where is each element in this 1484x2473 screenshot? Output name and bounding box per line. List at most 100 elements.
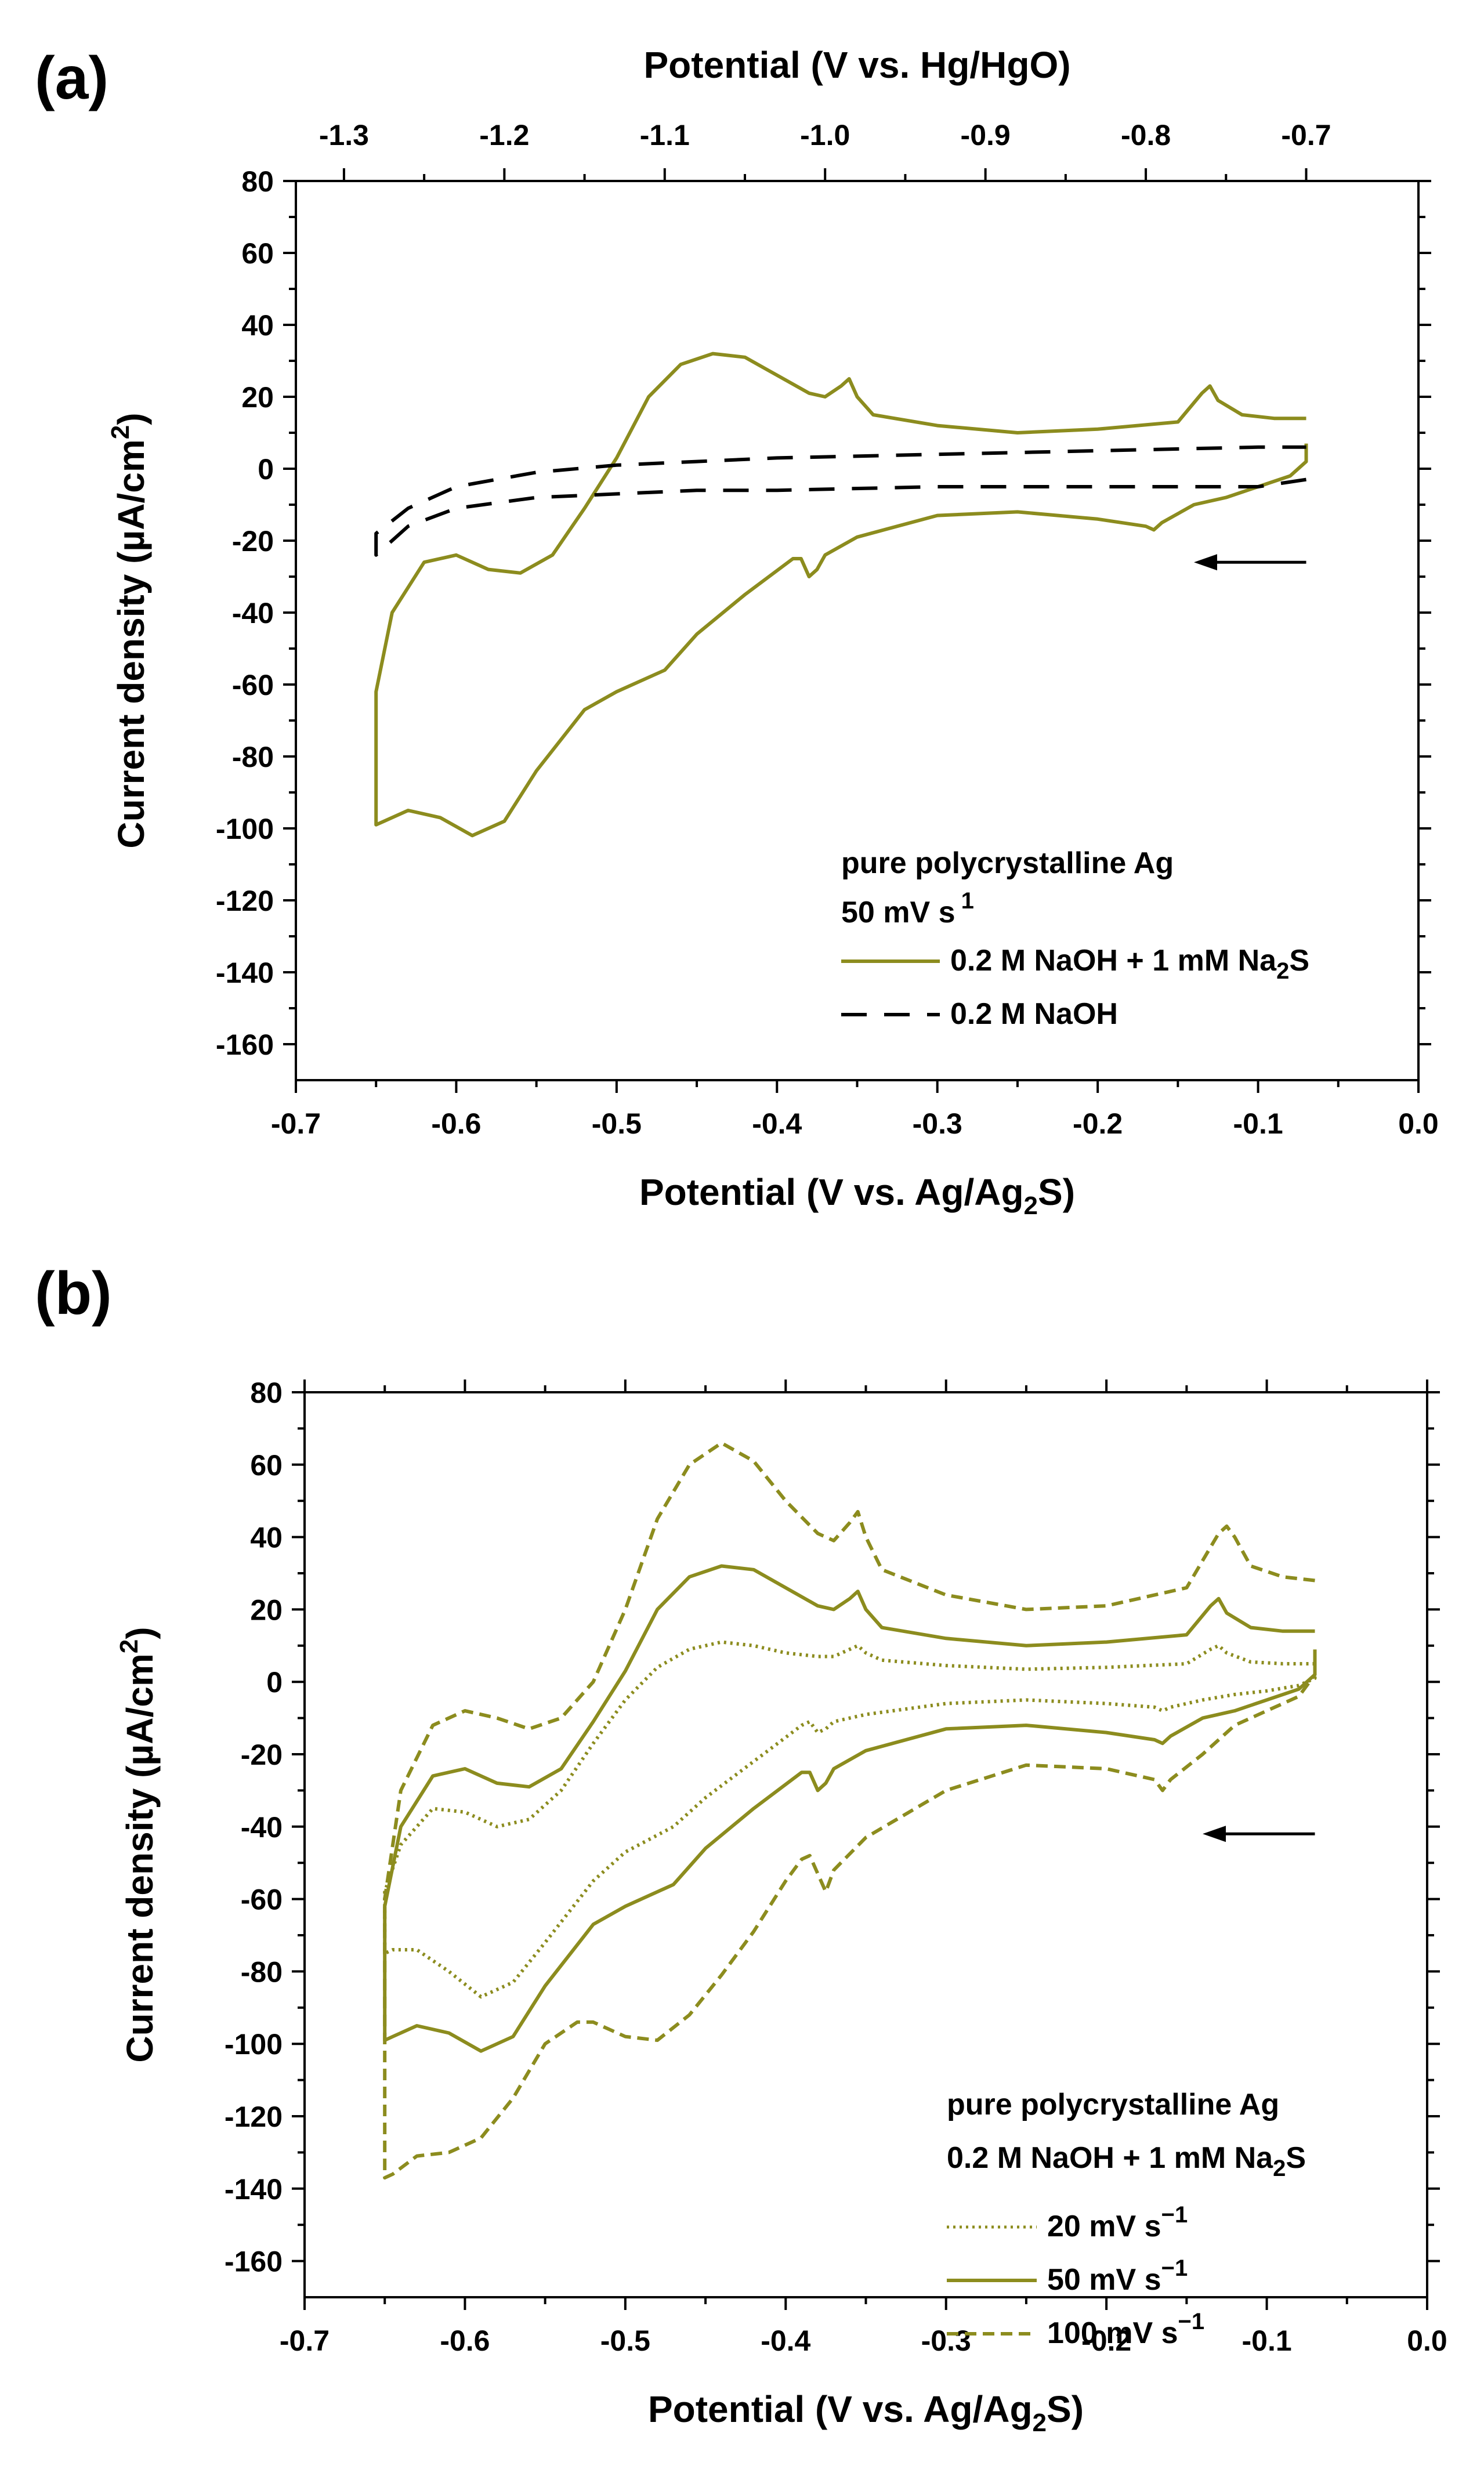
x-axis-title-sub: 2 — [1024, 1192, 1038, 1220]
y-tick-label: -60 — [232, 669, 274, 701]
legend-entry-label: 50 mV s−1 — [1047, 2255, 1188, 2297]
x-axis-title-end: S) — [1038, 1171, 1075, 1213]
legend-entry-sup: −1 — [1161, 2255, 1188, 2281]
y-axis-title-mu: µ — [119, 1744, 161, 1766]
x-axis-title-main: Potential (V vs. Ag/Ag — [639, 1171, 1024, 1213]
top-axis-title: Potential (V vs. Hg/HgO) — [643, 44, 1070, 86]
y-tick-label: -80 — [241, 1956, 283, 1988]
y-axis-title: Current density (µA/cm2) — [115, 1627, 161, 2062]
series-line-2 — [383, 1441, 1317, 2180]
legend-title-after: S — [1286, 2141, 1306, 2175]
panel-label: (a) — [35, 45, 108, 112]
y-axis-title-sup: 2 — [106, 425, 135, 439]
y-tick-label: -120 — [225, 2101, 283, 2133]
y-tick-label: 40 — [250, 1522, 283, 1554]
x-tick-label: -0.3 — [921, 2324, 971, 2357]
y-tick-label: -100 — [216, 813, 274, 845]
y-tick-label: -40 — [241, 1811, 283, 1844]
x-axis-title: Potential (V vs. Ag/Ag2S) — [639, 1171, 1075, 1220]
y-tick-label: -160 — [225, 2246, 283, 2278]
legend-title-line: 0.2 M NaOH + 1 mM Na2S — [947, 2141, 1306, 2181]
scan-direction-arrow-head — [1203, 1826, 1226, 1842]
legend-title-sup: 1 — [961, 888, 974, 914]
legend-title-text: pure polycrystalline Ag — [841, 846, 1174, 880]
legend-entry-sub: 2 — [1276, 958, 1289, 984]
x-tick-label: -0.1 — [1233, 1107, 1283, 1140]
legend-entry-label: 0.2 M NaOH + 1 mM Na2S — [950, 944, 1309, 984]
x-axis-title-end: S) — [1047, 2388, 1084, 2430]
y-tick-label: 20 — [241, 381, 274, 414]
panel-label: (b) — [35, 1260, 112, 1327]
top-tick-label: -0.7 — [1281, 119, 1331, 151]
y-tick-label: 40 — [241, 309, 274, 342]
y-tick-label: -20 — [232, 525, 274, 557]
series-line-0 — [374, 352, 1308, 838]
y-tick-label: 0 — [266, 1666, 283, 1699]
y-axis-title-main: Current density ( — [119, 1765, 161, 2063]
x-tick-label: -0.4 — [752, 1107, 802, 1140]
y-axis-title: Current density (µA/cm2) — [106, 412, 152, 848]
top-tick-label: -0.9 — [961, 119, 1011, 151]
panel-b: (b) -0.7 -0.6 -0.5 -0.4 -0.3 -0.2 -0.1 0.0 80 60 40… — [35, 1260, 1447, 2437]
series-line-1 — [374, 445, 1306, 557]
x-tick-label: -0.2 — [1081, 2324, 1131, 2357]
y-tick-label: 0 — [258, 453, 274, 486]
legend-entry-after: S — [1289, 944, 1309, 977]
legend: pure polycrystalline Ag 0.2 M NaOH + 1 mM… — [947, 2088, 1306, 2350]
legend-entry-text: 50 mV s — [1047, 2263, 1161, 2297]
legend-entry-label: 0.2 M NaOH — [950, 997, 1118, 1031]
y-axis-title-main: Current density ( — [110, 551, 152, 849]
series-line-1 — [383, 1564, 1317, 2053]
y-tick-label: -140 — [225, 2173, 283, 2206]
top-tick-label: -1.1 — [640, 119, 690, 151]
y-axis-title-end: ) — [119, 1627, 161, 1639]
legend-entry-label: 100 mV s−1 — [1047, 2309, 1204, 2350]
x-axis-title: Potential (V vs. Ag/Ag2S) — [648, 2388, 1084, 2437]
x-tick-label: -0.3 — [913, 1107, 962, 1140]
legend-entry-label: 20 mV s−1 — [1047, 2202, 1188, 2243]
x-tick-label: -0.4 — [761, 2324, 810, 2357]
y-axis-title-mu: µ — [110, 530, 152, 552]
legend-title-line: pure polycrystalline Ag — [947, 2088, 1279, 2121]
scan-direction-arrow-head — [1194, 554, 1217, 571]
top-tick-label: -0.8 — [1121, 119, 1171, 151]
y-tick-label: -60 — [241, 1884, 283, 1916]
x-axis-title-sub: 2 — [1033, 2409, 1047, 2437]
y-axis-title-unit: A/cm — [110, 439, 152, 530]
y-tick-label: -160 — [216, 1029, 274, 1061]
y-tick-label: -140 — [216, 957, 274, 989]
legend-title-text: pure polycrystalline Ag — [947, 2088, 1279, 2121]
y-tick-label: -100 — [225, 2028, 283, 2061]
legend-title-text: 0.2 M NaOH + 1 mM Na — [947, 2141, 1273, 2175]
panel-a: (a) -0.7 -0.6 -0.5 -0.4 -0.3 -0.2 -0.1 0.0 80 60 40… — [35, 44, 1439, 1220]
x-tick-label: -0.2 — [1073, 1107, 1123, 1140]
y-tick-label: 60 — [250, 1449, 283, 1482]
y-tick-label: 80 — [241, 165, 274, 198]
y-tick-label: 20 — [250, 1594, 283, 1626]
y-tick-label: -20 — [241, 1739, 283, 1771]
top-tick-label: -1.0 — [800, 119, 850, 151]
legend-entry-sup: −1 — [1161, 2202, 1188, 2228]
top-tick-label: -1.3 — [319, 119, 369, 151]
legend-entry-text: 0.2 M NaOH + 1 mM Na — [950, 944, 1277, 977]
x-tick-label: -0.7 — [280, 2324, 330, 2357]
x-tick-label: -0.6 — [440, 2324, 490, 2357]
legend: pure polycrystalline Ag 50 mV s 1 0.2 M NaO… — [841, 846, 1309, 1031]
legend-entry-text: 20 mV s — [1047, 2210, 1161, 2243]
x-tick-label: -0.5 — [592, 1107, 642, 1140]
x-tick-label: -0.1 — [1242, 2324, 1291, 2357]
legend-entry-sup: −1 — [1178, 2309, 1205, 2334]
x-tick-label: 0.0 — [1398, 1107, 1439, 1140]
x-tick-label: 0.0 — [1407, 2324, 1447, 2357]
top-tick-label: -1.2 — [479, 119, 529, 151]
legend-entry-text: 100 mV s — [1047, 2316, 1178, 2350]
x-tick-label: -0.6 — [431, 1107, 481, 1140]
legend-title-text: 50 mV s — [841, 896, 955, 929]
y-tick-label: 80 — [250, 1377, 283, 1409]
y-axis-title-unit: A/cm — [119, 1653, 161, 1744]
y-tick-label: -40 — [232, 597, 274, 629]
legend-title-sub: 2 — [1273, 2156, 1286, 2181]
x-tick-label: -0.7 — [271, 1107, 321, 1140]
